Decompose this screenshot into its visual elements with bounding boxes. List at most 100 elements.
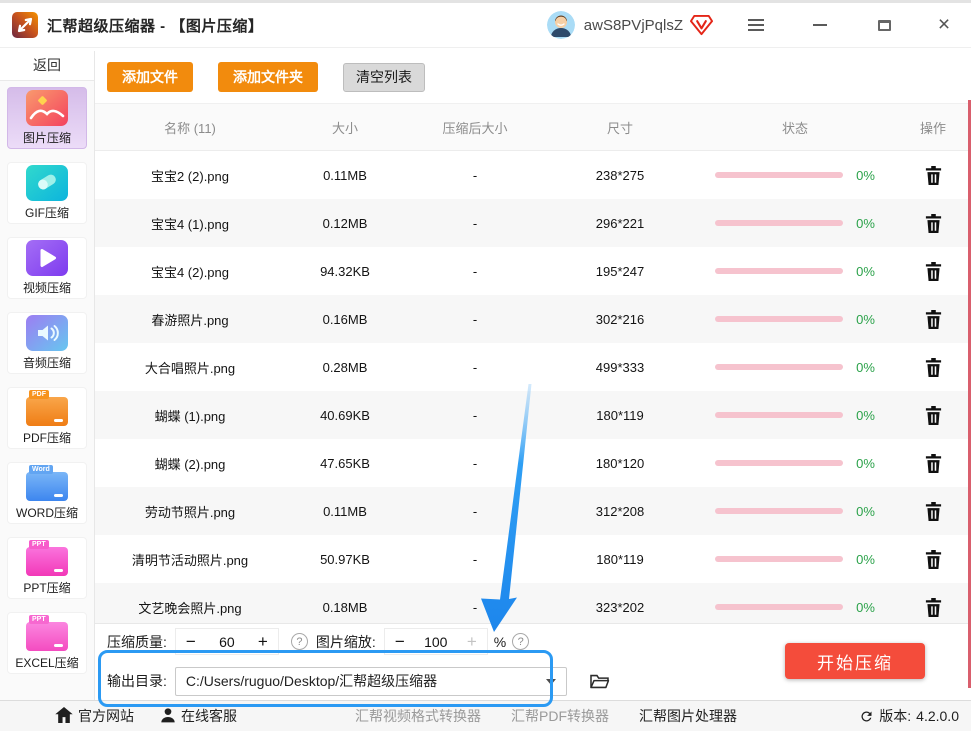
sidebar-item[interactable]: Word WORD压缩 [7, 462, 87, 524]
trash-icon[interactable] [925, 309, 942, 329]
add-file-button[interactable]: 添加文件 [107, 62, 193, 92]
menu-icon[interactable] [743, 12, 769, 38]
start-compress-button[interactable]: 开始压缩 [785, 643, 925, 679]
add-folder-button[interactable]: 添加文件夹 [218, 62, 318, 92]
progress-bar [715, 220, 844, 226]
file-name: 春游照片.png [151, 312, 229, 328]
action-cell [895, 405, 971, 425]
column-header: 尺寸 [606, 120, 633, 136]
trash-icon[interactable] [925, 405, 942, 425]
main-panel: 添加文件 添加文件夹 清空列表 名称 (11) 大小 压缩后大小 尺寸 状态 操… [95, 51, 971, 703]
quality-label: 压缩质量: [107, 633, 167, 650]
table-row: 蝴蝶 (2).png 47.65KB - 180*120 0% [95, 439, 971, 487]
sidebar-item-icon: PPT [26, 539, 68, 576]
sidebar-item-label: 音频压缩 [22, 356, 71, 370]
close-button[interactable]: × [937, 13, 951, 36]
sidebar-item[interactable]: GIF压缩 [7, 162, 87, 224]
trash-icon[interactable] [925, 549, 942, 569]
file-dimensions: 180*119 [596, 407, 644, 423]
maximize-button[interactable] [871, 12, 897, 38]
quality-help-icon[interactable]: ? [290, 633, 308, 650]
progress-percent: 0% [856, 311, 875, 327]
sidebar-item-icon [26, 240, 68, 276]
file-size: 0.28MB [322, 359, 368, 375]
table-row: 劳动节照片.png 0.11MB - 312*208 0% [95, 487, 971, 535]
status-cell: 0% [695, 312, 895, 327]
scale-value: 100 [424, 633, 448, 650]
file-size: 40.69KB [320, 407, 370, 423]
trash-icon[interactable] [925, 597, 942, 617]
footer: 官方网站 在线客服 汇帮视频格式转换器 汇帮PDF转换器 汇帮图片处理器 版本:… [0, 700, 971, 731]
trash-icon[interactable] [925, 261, 942, 281]
trash-icon[interactable] [925, 501, 942, 521]
username[interactable]: awS8PVjPqlsZ [583, 16, 683, 34]
quality-minus-button[interactable]: − [185, 632, 196, 651]
footer-link[interactable]: 汇帮PDF转换器 [511, 706, 609, 726]
progress-percent: 0% [856, 455, 875, 471]
quality-plus-button[interactable]: + [257, 632, 268, 651]
file-name: 蝴蝶 (1).png [154, 408, 226, 424]
file-dimensions: 312*208 [595, 503, 645, 519]
clear-list-button[interactable]: 清空列表 [343, 62, 425, 92]
file-name: 劳动节照片.png [144, 504, 236, 520]
trash-icon[interactable] [925, 165, 942, 185]
scale-minus-button[interactable]: − [394, 632, 405, 651]
footer-link-label: 汇帮视频格式转换器 [355, 708, 481, 724]
compressed-size: - [472, 551, 478, 567]
sidebar-item[interactable]: 图片压缩 [7, 87, 87, 149]
file-dimensions: 323*202 [595, 599, 645, 615]
column-header: 压缩后大小 [442, 120, 508, 136]
trash-icon[interactable] [925, 213, 942, 233]
footer-link[interactable]: 汇帮视频格式转换器 [355, 706, 481, 726]
trash-icon[interactable] [925, 453, 942, 473]
file-size: 0.12MB [322, 215, 368, 231]
file-name: 宝宝4 (2).png [150, 264, 230, 280]
sidebar-item[interactable]: PPT PPT压缩 [7, 537, 87, 599]
sidebar-item-label: GIF压缩 [25, 206, 69, 220]
progress-percent: 0% [856, 167, 875, 183]
status-cell: 0% [695, 360, 895, 375]
output-path-input[interactable] [174, 666, 567, 696]
sidebar-item-icon: Word [26, 464, 68, 501]
action-cell [895, 549, 971, 569]
trash-icon[interactable] [925, 357, 942, 377]
folder-icon: PPT [26, 614, 68, 651]
footer-link-label: 在线客服 [181, 708, 237, 724]
table-header: 名称 (11) 大小 压缩后大小 尺寸 状态 操作 [95, 103, 971, 151]
sidebar-item[interactable]: PPT EXCEL压缩 [7, 612, 87, 674]
footer-link[interactable]: 在线客服 [160, 706, 237, 726]
minimize-button[interactable] [807, 12, 833, 38]
percent-unit: % [493, 633, 507, 650]
scale-plus-button[interactable]: + [466, 632, 477, 651]
user-avatar[interactable] [546, 11, 575, 39]
file-size: 0.18MB [322, 599, 368, 615]
column-header: 状态 [781, 120, 808, 136]
progress-bar [715, 460, 844, 466]
browse-folder-icon[interactable] [589, 673, 610, 690]
version-value: 4.2.0.0 [916, 708, 959, 724]
action-cell [895, 261, 971, 281]
file-name: 蝴蝶 (2).png [154, 456, 226, 472]
scale-stepper: − 100 + [383, 628, 488, 655]
scrollbar[interactable] [968, 100, 971, 688]
dropdown-caret-icon[interactable] [545, 678, 556, 685]
table-row: 宝宝4 (2).png 94.32KB - 195*247 0% [95, 247, 971, 295]
back-button[interactable]: 返回 [0, 51, 94, 81]
footer-link[interactable]: 官方网站 [55, 706, 134, 726]
folder-icon: PPT [26, 539, 68, 576]
action-cell [895, 501, 971, 521]
scale-help-icon[interactable]: ? [512, 633, 530, 650]
sidebar-item[interactable]: 视频压缩 [7, 237, 87, 299]
progress-percent: 0% [856, 599, 875, 615]
sidebar-item[interactable]: PDF PDF压缩 [7, 387, 87, 449]
footer-link[interactable]: 汇帮图片处理器 [639, 706, 737, 726]
sidebar-item-icon: PDF [26, 389, 68, 426]
compressed-size: - [472, 311, 478, 327]
status-cell: 0% [695, 552, 895, 567]
vip-badge-icon[interactable] [690, 14, 713, 36]
sidebar-item[interactable]: 音频压缩 [7, 312, 87, 374]
file-size: 47.65KB [320, 455, 370, 471]
file-size: 0.11MB [323, 167, 367, 183]
table-row: 蝴蝶 (1).png 40.69KB - 180*119 0% [95, 391, 971, 439]
file-dimensions: 296*221 [595, 215, 645, 231]
